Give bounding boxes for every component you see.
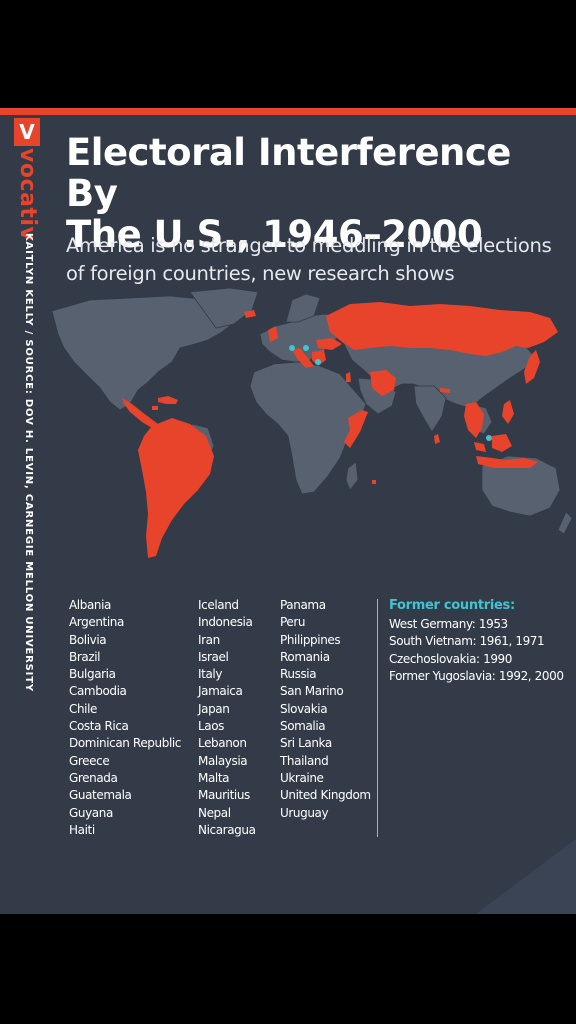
former-country-item: Former Yugoslavia: 1992, 2000 bbox=[389, 668, 564, 683]
country-list-item: Haiti bbox=[69, 822, 95, 837]
country-list-item: Malta bbox=[198, 770, 230, 785]
country-list-column-2: Iceland Indonesia Iran Israel Italy Jamaica Ja… bbox=[198, 597, 256, 839]
highlight-italy-balkans bbox=[292, 348, 314, 368]
country-list-item: Nicaragua bbox=[198, 822, 256, 837]
highlight-sri-lanka bbox=[434, 434, 440, 444]
highlight-indonesia bbox=[476, 456, 538, 468]
former-country-item: Czechoslovakia: 1990 bbox=[389, 651, 513, 666]
country-list-item: Uruguay bbox=[280, 805, 329, 820]
highlight-ukraine bbox=[316, 338, 342, 350]
highlight-jamaica bbox=[152, 406, 158, 410]
marker-yugoslavia bbox=[315, 359, 321, 365]
country-list-item: Mauritius bbox=[198, 788, 250, 803]
country-list-item: Bulgaria bbox=[69, 667, 116, 682]
country-list-item: United Kingdom bbox=[280, 788, 371, 803]
subtitle-line-1: America is no stranger to meddling in th… bbox=[66, 234, 552, 257]
highlight-uk bbox=[268, 326, 278, 342]
country-list-item: Brazil bbox=[69, 649, 101, 664]
highlight-nepal bbox=[440, 388, 450, 393]
subtitle-line-2: of foreign countries, new research shows bbox=[66, 262, 455, 285]
country-list-item: Slovakia bbox=[280, 701, 328, 716]
highlight-russia bbox=[326, 302, 558, 356]
country-list-item: Nepal bbox=[198, 805, 231, 820]
highlight-japan bbox=[524, 350, 540, 384]
top-accent-stripe bbox=[0, 108, 576, 115]
country-list-item: Laos bbox=[198, 719, 225, 734]
country-list-item: Malaysia bbox=[198, 753, 248, 768]
former-countries-list: West Germany: 1953 South Vietnam: 1961, 1… bbox=[389, 616, 564, 685]
country-list-item: Sri Lanka bbox=[280, 736, 332, 751]
country-list-item: Greece bbox=[69, 753, 110, 768]
highlight-iran bbox=[370, 370, 396, 396]
former-country-item: South Vietnam: 1961, 1971 bbox=[389, 634, 545, 649]
highlight-caribbean bbox=[158, 396, 178, 404]
highlight-malaysia bbox=[474, 442, 486, 452]
country-list-item: Panama bbox=[280, 598, 326, 612]
country-list-item: Bolivia bbox=[69, 632, 107, 647]
country-list-item: Lebanon bbox=[198, 736, 247, 751]
highlight-indochina bbox=[464, 402, 484, 438]
former-countries-title: Former countries: bbox=[389, 598, 515, 613]
land-new-zealand bbox=[557, 511, 573, 535]
marker-czechoslovakia bbox=[303, 345, 309, 351]
country-list-item: Iceland bbox=[198, 598, 239, 612]
country-list-item: Iran bbox=[198, 632, 220, 647]
title-line-1: Electoral Interference By bbox=[66, 131, 511, 215]
country-list-item: Russia bbox=[280, 667, 317, 682]
marker-south-vietnam bbox=[486, 435, 492, 441]
country-list-item: Guatemala bbox=[69, 788, 132, 803]
marker-west-germany bbox=[289, 345, 295, 351]
corner-fold bbox=[476, 839, 576, 914]
world-map bbox=[51, 287, 573, 558]
page-title: Electoral Interference By The U.S., 1946… bbox=[66, 132, 566, 255]
land-india bbox=[413, 385, 447, 433]
highlight-iceland bbox=[244, 310, 256, 318]
land-australia bbox=[481, 455, 561, 517]
highlight-south-america bbox=[138, 418, 214, 558]
country-list-item: Thailand bbox=[280, 753, 329, 768]
country-list-item: Peru bbox=[280, 615, 306, 630]
country-list-item: Philippines bbox=[280, 632, 341, 647]
country-list-item: Israel bbox=[198, 649, 229, 664]
logo-letter: V bbox=[19, 120, 35, 144]
highlight-somalia bbox=[344, 410, 368, 448]
land-scandinavia bbox=[285, 293, 321, 323]
country-list-item: Japan bbox=[198, 701, 230, 716]
country-list-item: Grenada bbox=[69, 770, 118, 785]
title-line-2: The U.S., 1946–2000 bbox=[66, 213, 483, 256]
brand-name: vocativ bbox=[15, 148, 40, 242]
country-list-item: Argentina bbox=[69, 615, 124, 630]
country-list-item: Guyana bbox=[69, 805, 113, 820]
country-list-item: Cambodia bbox=[69, 684, 127, 699]
country-list-item: Indonesia bbox=[198, 615, 253, 630]
infographic-poster: V vocativ KAITLYN KELLY / SOURCE: DOV H.… bbox=[0, 108, 576, 914]
former-country-markers bbox=[289, 345, 492, 441]
country-list-item: Italy bbox=[198, 667, 223, 682]
vocativ-logo: V bbox=[14, 118, 40, 146]
subtitle: America is no stranger to meddling in th… bbox=[66, 232, 571, 288]
list-divider bbox=[377, 599, 378, 837]
land-africa bbox=[249, 361, 367, 495]
land-greenland bbox=[189, 287, 259, 329]
highlight-layer bbox=[122, 302, 558, 558]
country-list-item: Jamaica bbox=[198, 684, 243, 699]
country-list-item: San Marino bbox=[280, 684, 344, 699]
former-country-item: West Germany: 1953 bbox=[389, 617, 508, 631]
highlight-borneo bbox=[492, 434, 512, 452]
country-list-column-1: Albania Argentina Bolivia Brazil Bulgaria Cam… bbox=[69, 597, 181, 839]
country-list-item: Albania bbox=[69, 598, 112, 612]
country-list-item: Chile bbox=[69, 701, 98, 716]
highlight-mauritius bbox=[372, 480, 376, 484]
country-list-item: Ukraine bbox=[280, 770, 324, 785]
country-list-item: Dominican Republic bbox=[69, 736, 182, 751]
land-madagascar bbox=[345, 461, 359, 491]
country-list-column-3: Panama Peru Philippines Romania Russia San Ma… bbox=[280, 597, 371, 822]
country-list-item: Romania bbox=[280, 649, 330, 664]
highlight-central-america bbox=[122, 398, 158, 428]
highlight-philippines bbox=[502, 400, 514, 424]
country-list-item: Costa Rica bbox=[69, 719, 129, 734]
country-list-item: Somalia bbox=[280, 719, 326, 734]
highlight-israel-lebanon bbox=[346, 372, 351, 382]
